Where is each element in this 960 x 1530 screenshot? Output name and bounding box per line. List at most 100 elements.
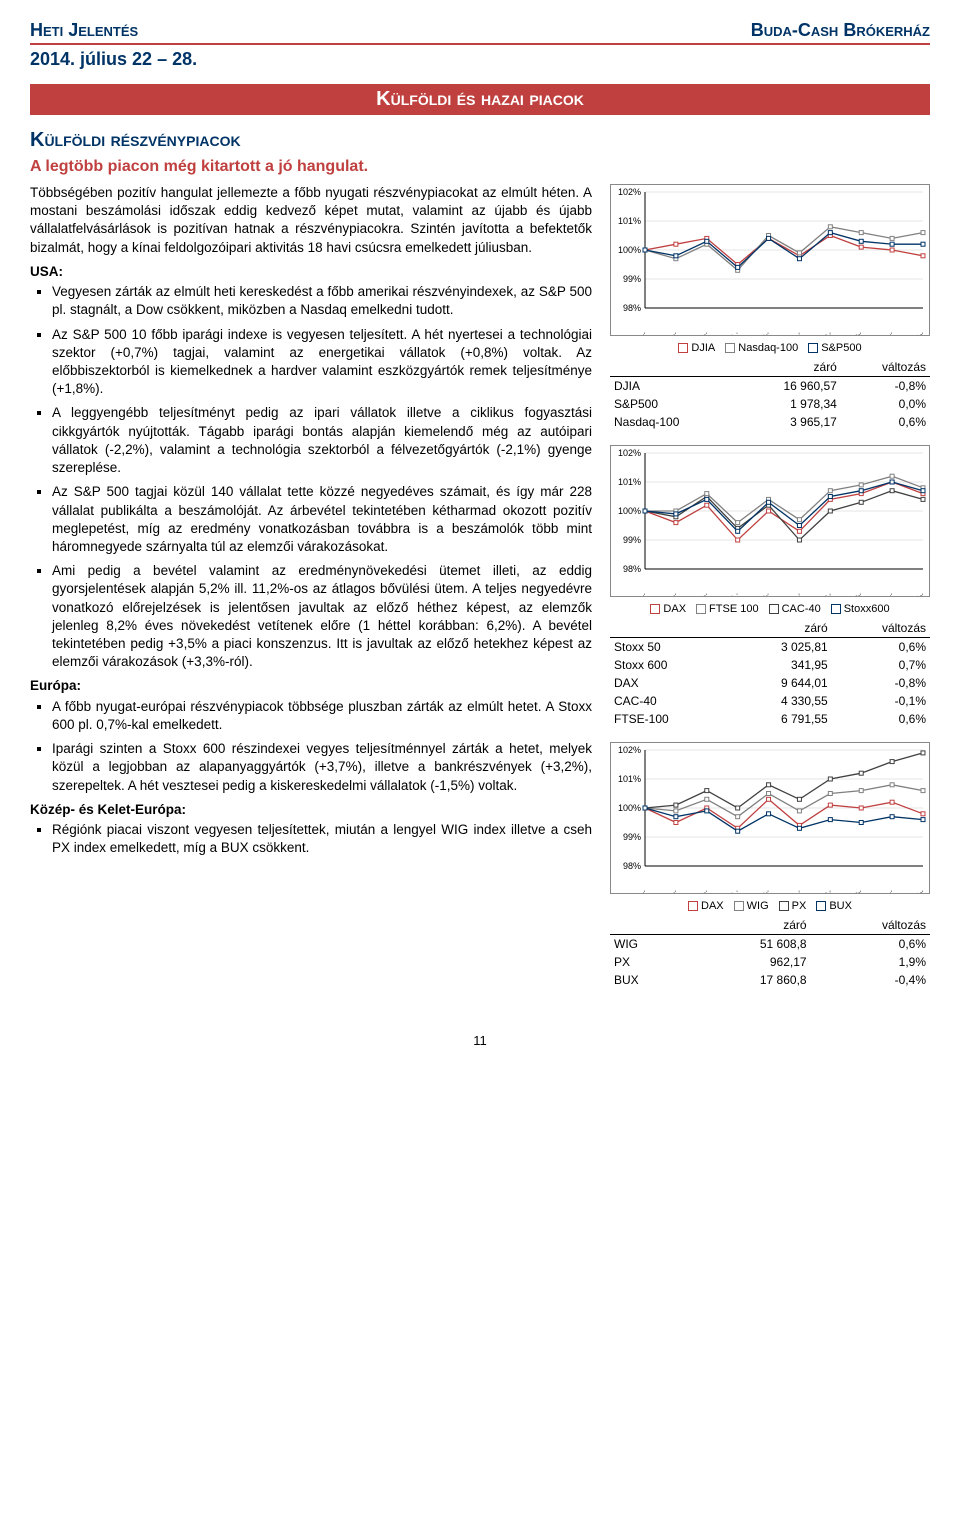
th-change: változás: [811, 916, 930, 935]
svg-text:júl. 17.: júl. 17.: [731, 332, 740, 335]
legend-item: FTSE 100: [696, 603, 759, 615]
svg-text:júl. 25.: júl. 25.: [916, 332, 925, 335]
svg-text:júl. 21.: júl. 21.: [792, 593, 801, 596]
legend-item: CAC-40: [769, 603, 821, 615]
th-close: záró: [728, 619, 831, 638]
svg-text:102%: 102%: [618, 187, 641, 197]
chart-cee-indices: 98%99%100%101%102%júl. 14.júl. 15.júl. 1…: [610, 742, 930, 894]
svg-text:júl. 24.: júl. 24.: [885, 593, 894, 596]
svg-text:101%: 101%: [618, 774, 641, 784]
list-item: A leggyengébb teljesítményt pedig az ipa…: [52, 404, 592, 477]
table-row: Nasdaq-1003 965,170,6%: [610, 413, 930, 431]
svg-text:júl. 17.: júl. 17.: [731, 593, 740, 596]
chart3-legend: DAX WIG PX BUX: [610, 900, 930, 912]
th-close: záró: [736, 358, 841, 377]
legend-item: BUX: [816, 900, 852, 912]
svg-text:júl. 22.: júl. 22.: [823, 593, 832, 596]
svg-text:100%: 100%: [618, 245, 641, 255]
svg-text:júl. 16.: júl. 16.: [700, 890, 709, 893]
list-item: A főbb nyugat-európai részvénypiacok töb…: [52, 698, 592, 734]
svg-text:99%: 99%: [623, 274, 641, 284]
legend-item: PX: [779, 900, 807, 912]
svg-text:júl. 21.: júl. 21.: [792, 332, 801, 335]
svg-text:júl. 14.: júl. 14.: [638, 593, 647, 596]
svg-text:júl. 15.: júl. 15.: [669, 890, 678, 893]
th-change: változás: [832, 619, 930, 638]
legend-item: DJIA: [678, 342, 715, 354]
table-row: CAC-404 330,55-0,1%: [610, 692, 930, 710]
legend-item: WIG: [734, 900, 769, 912]
usa-bullets: Vegyesen zárták az elmúlt heti kereskedé…: [30, 283, 592, 671]
svg-text:júl. 15.: júl. 15.: [669, 593, 678, 596]
th-change: változás: [841, 358, 930, 377]
table-row: Stoxx 503 025,810,6%: [610, 638, 930, 657]
table-row: DJIA16 960,57-0,8%: [610, 377, 930, 396]
report-title: Heti Jelentés: [30, 20, 138, 41]
svg-text:júl. 16.: júl. 16.: [700, 332, 709, 335]
svg-text:102%: 102%: [618, 745, 641, 755]
svg-text:júl. 18.: júl. 18.: [762, 332, 771, 335]
svg-text:101%: 101%: [618, 216, 641, 226]
list-item: Ami pedig a bevétel valamint az eredmény…: [52, 562, 592, 671]
svg-text:júl. 18.: júl. 18.: [762, 593, 771, 596]
legend-item: Nasdaq-100: [725, 342, 798, 354]
svg-text:100%: 100%: [618, 506, 641, 516]
svg-text:júl. 14.: júl. 14.: [638, 332, 647, 335]
chart-eu-indices: 98% 99% 100% 101% 102% júl. 14. júl. 15. júl. 1…: [610, 445, 930, 597]
table-row: S&P5001 978,340,0%: [610, 395, 930, 413]
report-date: 2014. július 22 – 28.: [30, 49, 930, 70]
cee-bullets: Régiónk piacai viszont vegyesen teljesít…: [30, 821, 592, 857]
svg-text:júl. 22.: júl. 22.: [823, 332, 832, 335]
svg-text:júl. 25.: júl. 25.: [916, 593, 925, 596]
table-row: BUX17 860,8-0,4%: [610, 971, 930, 989]
svg-text:98%: 98%: [623, 303, 641, 313]
legend-item: S&P500: [808, 342, 861, 354]
svg-text:júl. 23.: júl. 23.: [854, 890, 863, 893]
list-item: Az S&P 500 10 főbb iparági indexe is veg…: [52, 326, 592, 399]
chart-us-indices: 98% 99% 100% 101% 102% júl. 14. júl. 15. júl. 1…: [610, 184, 930, 336]
table-row: DAX9 644,01-0,8%: [610, 674, 930, 692]
legend-item: DAX: [688, 900, 724, 912]
page-banner: Külföldi és hazai piacok: [30, 84, 930, 115]
svg-text:99%: 99%: [623, 535, 641, 545]
chart1-legend: DJIA Nasdaq-100 S&P500: [610, 342, 930, 354]
chart2-legend: DAX FTSE 100 CAC-40 Stoxx600: [610, 603, 930, 615]
usa-label: USA:: [30, 263, 592, 281]
section-subtitle: A legtöbb piacon még kitartott a jó hang…: [30, 158, 930, 176]
svg-text:júl. 23.: júl. 23.: [854, 593, 863, 596]
list-item: Az S&P 500 tagjai közül 140 vállalat tet…: [52, 483, 592, 556]
svg-text:júl. 14.: júl. 14.: [638, 890, 647, 893]
page-number: 11: [30, 1033, 930, 1048]
table-row: Stoxx 600341,950,7%: [610, 656, 930, 674]
legend-item: DAX: [650, 603, 686, 615]
svg-text:98%: 98%: [623, 564, 641, 574]
table-cee: záróváltozás WIG51 608,80,6%PX962,171,9%…: [610, 916, 930, 989]
th-close: záró: [685, 916, 811, 935]
table-row: WIG51 608,80,6%: [610, 935, 930, 954]
intro-paragraph: Többségében pozitív hangulat jellemezte …: [30, 184, 592, 257]
table-row: PX962,171,9%: [610, 953, 930, 971]
svg-text:júl. 23.: júl. 23.: [854, 332, 863, 335]
cee-label: Közép- és Kelet-Európa:: [30, 801, 592, 819]
svg-text:júl. 17.: júl. 17.: [731, 890, 740, 893]
svg-text:júl. 22.: júl. 22.: [823, 890, 832, 893]
list-item: Vegyesen zárták az elmúlt heti kereskedé…: [52, 283, 592, 319]
europe-bullets: A főbb nyugat-európai részvénypiacok töb…: [30, 698, 592, 795]
list-item: Iparági szinten a Stoxx 600 részindexei …: [52, 740, 592, 795]
svg-text:júl. 15.: júl. 15.: [669, 332, 678, 335]
list-item: Régiónk piacai viszont vegyesen teljesít…: [52, 821, 592, 857]
svg-text:júl. 24.: júl. 24.: [885, 332, 894, 335]
svg-text:99%: 99%: [623, 832, 641, 842]
svg-text:júl. 24.: júl. 24.: [885, 890, 894, 893]
svg-text:100%: 100%: [618, 803, 641, 813]
body-text: Többségében pozitív hangulat jellemezte …: [30, 184, 592, 863]
legend-item: Stoxx600: [831, 603, 890, 615]
table-row: FTSE-1006 791,550,6%: [610, 710, 930, 728]
table-us: záróváltozás DJIA16 960,57-0,8%S&P5001 9…: [610, 358, 930, 431]
section-title: Külföldi részvénypiacok: [30, 129, 930, 152]
svg-text:101%: 101%: [618, 477, 641, 487]
svg-text:júl. 16.: júl. 16.: [700, 593, 709, 596]
svg-text:júl. 25.: júl. 25.: [916, 890, 925, 893]
svg-text:júl. 21.: júl. 21.: [792, 890, 801, 893]
svg-text:102%: 102%: [618, 448, 641, 458]
